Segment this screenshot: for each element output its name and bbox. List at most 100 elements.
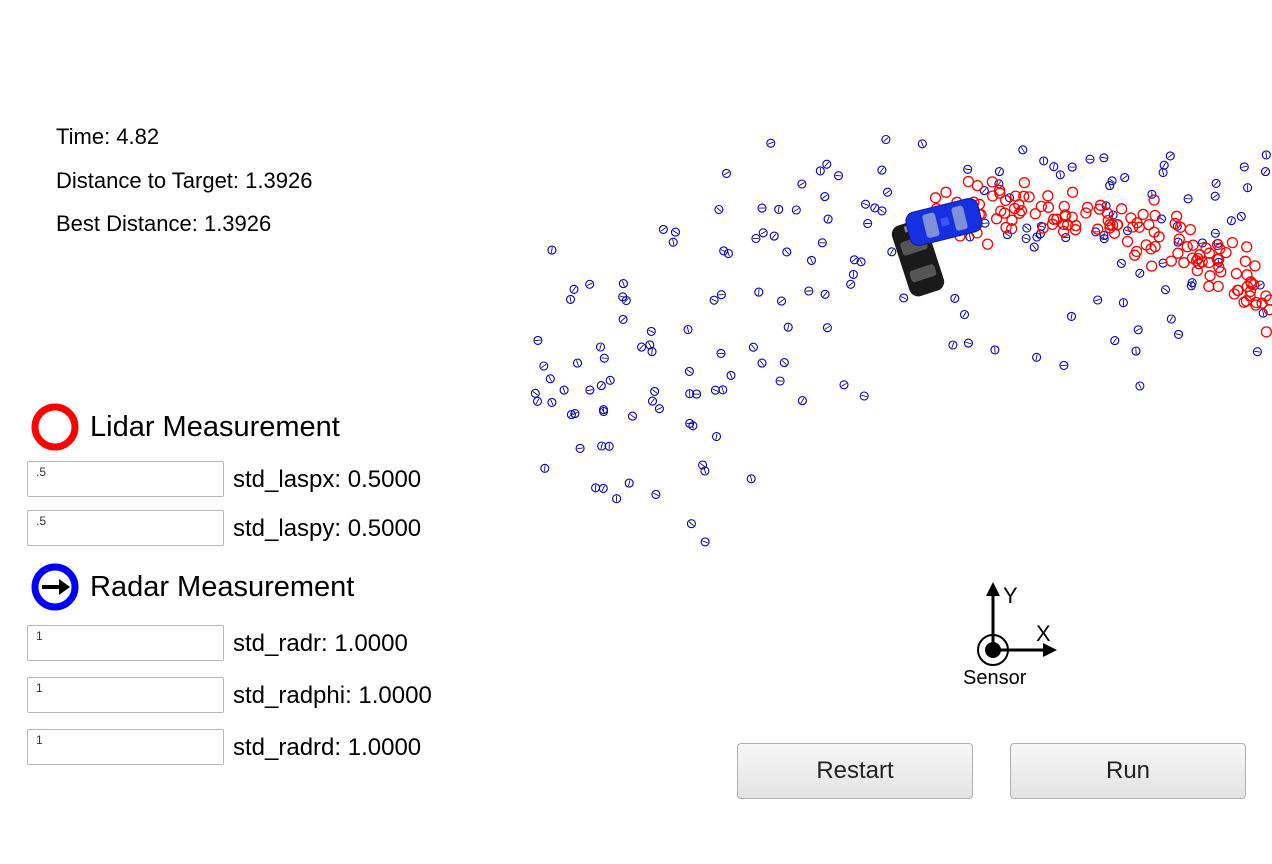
radar-point bbox=[1165, 151, 1175, 161]
radar-point bbox=[598, 483, 608, 493]
radar-point bbox=[817, 238, 827, 248]
radar-point bbox=[754, 287, 764, 297]
radar-point bbox=[1252, 347, 1262, 357]
sensor-axes bbox=[977, 582, 1057, 666]
lidar-point bbox=[1080, 207, 1092, 219]
radar-point bbox=[668, 237, 678, 247]
lidar-point bbox=[1006, 214, 1018, 226]
radar-point bbox=[700, 537, 710, 547]
radar-point bbox=[1039, 156, 1049, 166]
lidar-point bbox=[1220, 246, 1232, 259]
lidar-point bbox=[1196, 256, 1208, 268]
radar-point bbox=[532, 396, 543, 406]
radar-point bbox=[604, 441, 614, 451]
lidar-point bbox=[1000, 194, 1012, 207]
lidar-point bbox=[990, 213, 1003, 225]
radar-point bbox=[597, 441, 607, 451]
radar-point bbox=[572, 358, 583, 368]
lidar-point bbox=[1133, 221, 1145, 233]
radar-point bbox=[698, 460, 708, 470]
radar-point bbox=[1226, 216, 1236, 226]
radar-point bbox=[1166, 314, 1176, 324]
radar-point bbox=[1085, 154, 1095, 164]
std-laspy-input[interactable] bbox=[27, 510, 224, 546]
radar-point bbox=[1029, 242, 1039, 252]
lidar-point bbox=[1018, 190, 1030, 202]
radar-point bbox=[569, 284, 579, 294]
std-laspx-label: std_laspx: 0.5000 bbox=[233, 466, 422, 493]
radar-point bbox=[1135, 268, 1145, 278]
radar-point bbox=[540, 463, 550, 473]
radar-point bbox=[710, 385, 720, 395]
lidar-measurements bbox=[929, 175, 1272, 338]
lidar-point bbox=[1070, 219, 1082, 232]
radar-point bbox=[1159, 160, 1169, 170]
radar-point bbox=[917, 139, 927, 149]
std-laspx-input[interactable] bbox=[27, 461, 224, 497]
lidar-point bbox=[1264, 294, 1272, 306]
radar-point bbox=[1173, 329, 1184, 339]
radar-point bbox=[783, 322, 793, 332]
radar-point bbox=[877, 206, 887, 216]
lidar-point bbox=[1232, 284, 1244, 297]
radar-point bbox=[791, 205, 801, 215]
radar-point bbox=[624, 478, 634, 488]
radar-point bbox=[651, 489, 661, 499]
radar-point bbox=[683, 324, 693, 335]
lidar-point bbox=[1137, 208, 1149, 221]
lidar-point bbox=[1186, 252, 1199, 264]
radar-point bbox=[1133, 325, 1143, 335]
lidar-point bbox=[1244, 285, 1257, 298]
radar-point bbox=[1061, 233, 1071, 243]
lidar-point bbox=[1127, 221, 1139, 233]
radar-point bbox=[963, 338, 973, 348]
lidar-point bbox=[1226, 236, 1239, 249]
radar-point bbox=[670, 227, 681, 237]
radar-point bbox=[599, 406, 609, 417]
radar-point bbox=[721, 168, 732, 178]
radar-point bbox=[990, 345, 1000, 355]
radar-point bbox=[1131, 346, 1141, 356]
radar-point bbox=[757, 203, 767, 213]
radar-point bbox=[1158, 167, 1168, 178]
radar-point bbox=[530, 388, 540, 398]
radar-point bbox=[1187, 278, 1197, 288]
y-axis-label: Y bbox=[1003, 583, 1018, 608]
radar-point bbox=[820, 289, 830, 299]
lidar-point bbox=[1212, 280, 1224, 293]
radar-point bbox=[726, 370, 736, 380]
lidar-legend: Lidar Measurement bbox=[30, 402, 340, 452]
std-radphi-input[interactable] bbox=[27, 677, 224, 713]
radar-point bbox=[711, 431, 722, 442]
radar-point bbox=[1105, 181, 1115, 191]
std-radrd-input[interactable] bbox=[27, 729, 224, 765]
radar-point bbox=[822, 159, 832, 169]
radar-point bbox=[774, 204, 784, 214]
radar-point bbox=[963, 164, 973, 174]
std-laspy-label: std_laspy: 0.5000 bbox=[233, 515, 422, 542]
lidar-point bbox=[940, 186, 952, 198]
run-button[interactable]: Run bbox=[1010, 743, 1246, 799]
std-radr-input[interactable] bbox=[27, 625, 224, 661]
lidar-point bbox=[1245, 278, 1258, 290]
radar-point bbox=[598, 405, 609, 415]
radar-point bbox=[833, 171, 844, 181]
radar-point bbox=[1147, 189, 1157, 199]
radar-point bbox=[1258, 308, 1268, 318]
lidar-point bbox=[1108, 227, 1121, 239]
restart-button[interactable]: Restart bbox=[737, 743, 973, 799]
radar-point bbox=[815, 166, 825, 176]
lidar-point bbox=[962, 175, 975, 188]
radar-legend-label: Radar Measurement bbox=[90, 570, 355, 603]
radar-point bbox=[716, 290, 726, 300]
radar-point bbox=[1107, 176, 1117, 186]
distance-to-target: Distance to Target: 1.3926 bbox=[56, 168, 313, 193]
radar-point bbox=[718, 385, 728, 395]
lidar-point bbox=[1081, 201, 1094, 214]
radar-point bbox=[684, 366, 694, 376]
radar-point bbox=[692, 389, 702, 399]
lidar-point bbox=[1184, 223, 1197, 236]
radar-point bbox=[979, 186, 989, 196]
lidar-point bbox=[1006, 223, 1018, 235]
radar-point bbox=[846, 279, 856, 289]
